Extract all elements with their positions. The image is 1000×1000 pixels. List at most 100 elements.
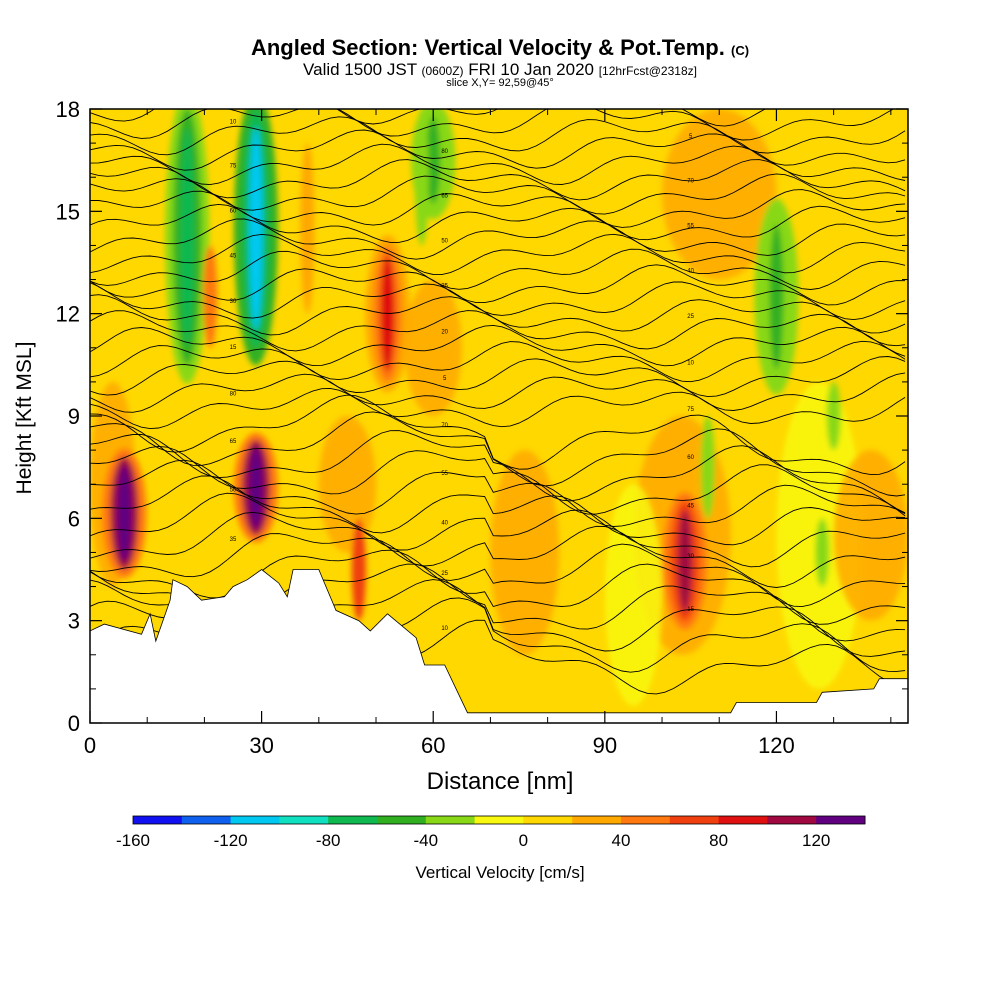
field-band (815, 518, 830, 587)
isentrope-label: 55 (687, 223, 694, 229)
x-tick-label: 90 (593, 733, 617, 758)
isentrope-label: 5 (443, 376, 447, 382)
x-tick-label: 0 (84, 733, 96, 758)
isentrope-label: 75 (230, 164, 237, 170)
colorbar-tick-label: 0 (519, 831, 528, 850)
colorbar-tick-label: -80 (316, 831, 341, 850)
isentrope-line (90, 387, 906, 430)
field-band (318, 416, 377, 553)
chart-title-mark: (C) (731, 43, 750, 58)
y-tick-label: 0 (68, 711, 80, 736)
isentrope-line (90, 248, 906, 290)
isentrope-label: 15 (441, 105, 448, 111)
isentrope-line (90, 324, 906, 367)
field-band (203, 245, 218, 348)
downdraft-core (248, 126, 263, 330)
updraft-core (117, 465, 132, 562)
isentrope-line (90, 430, 906, 514)
isentrope-line (90, 116, 906, 156)
isentrope-label: 35 (230, 537, 237, 543)
colorbar: -160 -120 -80 -40 0 40 80 120 (116, 815, 866, 850)
isentrope-line (90, 340, 906, 383)
field-band (604, 484, 663, 706)
isentrope-label: 60 (687, 455, 694, 461)
colorbar-swatch (767, 816, 817, 824)
field-band (414, 109, 429, 246)
chart-title-main: Angled Section: Vertical Velocity & Pot.… (250, 35, 725, 60)
isentrope-line (90, 218, 906, 260)
field-band (700, 416, 715, 519)
y-tick-label: 12 (56, 302, 80, 327)
terrain (90, 568, 908, 723)
colorbar-swatch (328, 816, 378, 824)
isentrope-line (90, 281, 906, 321)
colorbar-tick-label: -160 (116, 831, 150, 850)
isentrope-label: 70 (441, 423, 448, 429)
x-axis-label: Distance [nm] (426, 768, 574, 795)
isentrope-label: 80 (441, 149, 448, 155)
colorbar-tick-label: 120 (802, 831, 830, 850)
isentrope-line (90, 475, 906, 546)
isentrope-label: 25 (687, 314, 694, 320)
isentrope-line (90, 294, 906, 336)
colorbar-swatch (523, 816, 573, 824)
isentrope-line (90, 173, 906, 215)
isentrope-line (90, 109, 895, 141)
chart-valid-time: Valid 1500 JST (0600Z) FRI 10 Jan 2020 [… (0, 60, 1000, 80)
downdraft-core (426, 116, 441, 204)
colorbar-tick-label: -40 (414, 831, 439, 850)
x-tick-label: 60 (421, 733, 445, 758)
isentrope-label: 30 (230, 299, 237, 305)
colorbar-swatch (230, 816, 280, 824)
downdraft-core (180, 128, 195, 346)
valid-date: FRI 10 Jan 2020 (468, 60, 594, 79)
downdraft-core (769, 224, 784, 370)
isentrope-label: 60 (230, 208, 237, 214)
isentrope-label: 5 (689, 134, 693, 140)
isentrope-label: 55 (441, 471, 448, 477)
isentrope-line (90, 159, 906, 201)
field-band (833, 450, 908, 621)
y-tick-label: 9 (68, 404, 80, 429)
isentrope-label: 10 (230, 119, 237, 125)
isentrope-label: 80 (230, 392, 237, 398)
isentrope-label: 70 (687, 178, 694, 184)
terrain-profile (90, 568, 908, 723)
valid-pre: Valid 1500 JST (303, 60, 417, 79)
updraft-core (248, 447, 263, 529)
isentrope-line (90, 533, 906, 608)
colorbar-swatch (718, 816, 768, 824)
isentrope-label: 40 (441, 520, 448, 526)
colorbar-tick-label: -120 (214, 831, 248, 850)
colorbar-swatch (133, 816, 183, 824)
isentrope-label: 15 (687, 607, 694, 613)
isentrope-label: 40 (687, 268, 694, 274)
isentrope-line (90, 264, 906, 306)
valid-zulu: (0600Z) (421, 64, 464, 78)
isentrope-label: 65 (441, 193, 448, 199)
field-band (826, 381, 841, 451)
isentrope-label: 50 (441, 238, 448, 244)
colorbar-tick-label: 40 (612, 831, 631, 850)
isentrope-label: 65 (230, 439, 237, 445)
colorbar-swatch (377, 816, 427, 824)
field-band (351, 518, 366, 621)
isentrope-line (90, 129, 906, 171)
isentrope-label: 25 (441, 571, 448, 577)
chart-title: Angled Section: Vertical Velocity & Pot.… (0, 35, 1000, 61)
isentrope-line (90, 189, 906, 228)
colorbar-swatch (621, 816, 671, 824)
isentrope-label: 10 (441, 626, 448, 632)
y-tick-label: 15 (56, 199, 80, 224)
isentrope-line (90, 394, 906, 476)
isentrope-label: 45 (687, 504, 694, 510)
isentrope-label: 45 (230, 253, 237, 259)
y-tick-label: 3 (68, 609, 80, 634)
field-band (300, 143, 315, 314)
colorbar-label: Vertical Velocity [cm/s] (415, 863, 585, 882)
colorbar-swatch (816, 816, 866, 824)
velocity-field (90, 109, 908, 723)
y-tick-label: 6 (68, 506, 80, 531)
colorbar-swatch (669, 816, 720, 824)
